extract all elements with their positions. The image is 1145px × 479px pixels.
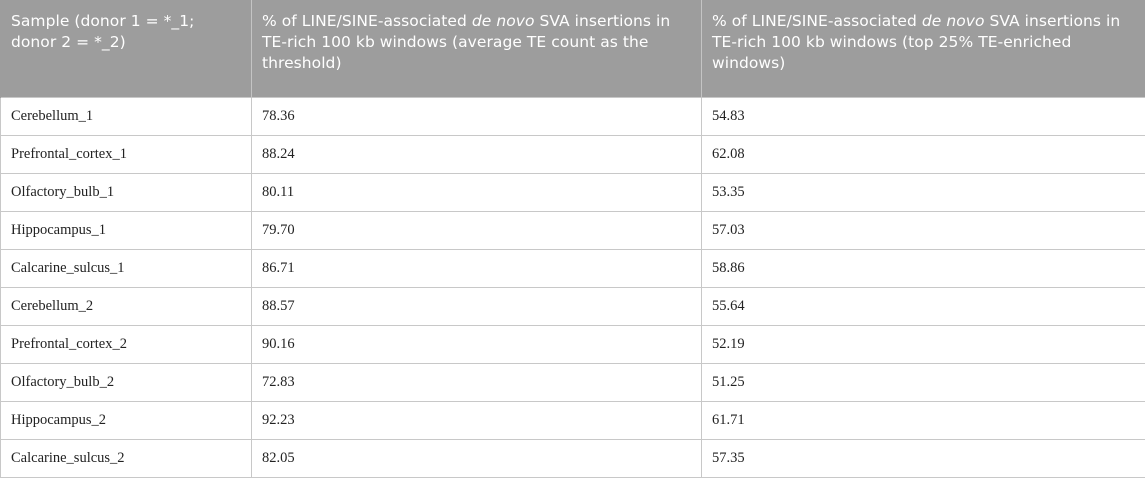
table-row: Calcarine_sulcus_2 82.05 57.35 [0, 438, 1145, 478]
cell-average-threshold: 92.23 [251, 400, 702, 440]
table-row: Hippocampus_2 92.23 61.71 [0, 400, 1145, 440]
table-row: Olfactory_bulb_2 72.83 51.25 [0, 362, 1145, 402]
column-header-sample: Sample (donor 1 = *_1; donor 2 = *_2) [0, 0, 252, 97]
cell-sample: Cerebellum_1 [0, 96, 252, 136]
table-row: Calcarine_sulcus_1 86.71 58.86 [0, 248, 1145, 288]
cell-top25-threshold: 53.35 [701, 172, 1145, 212]
cell-average-threshold: 82.05 [251, 438, 702, 478]
header-text: Sample (donor 1 = *_1; donor 2 = *_2) [11, 12, 195, 51]
cell-top25-threshold: 52.19 [701, 324, 1145, 364]
cell-average-threshold: 80.11 [251, 172, 702, 212]
cell-sample: Prefrontal_cortex_1 [0, 134, 252, 174]
cell-sample: Cerebellum_2 [0, 286, 252, 326]
cell-average-threshold: 79.70 [251, 210, 702, 250]
cell-top25-threshold: 62.08 [701, 134, 1145, 174]
table-body: Cerebellum_1 78.36 54.83 Prefrontal_cort… [0, 96, 1145, 478]
header-text-italic: de novo [921, 12, 985, 30]
column-header-top25-threshold: % of LINE/SINE-associated de novo SVA in… [701, 0, 1145, 97]
cell-average-threshold: 88.57 [251, 286, 702, 326]
cell-top25-threshold: 55.64 [701, 286, 1145, 326]
table-row: Prefrontal_cortex_1 88.24 62.08 [0, 134, 1145, 174]
cell-top25-threshold: 57.35 [701, 438, 1145, 478]
header-row: Sample (donor 1 = *_1; donor 2 = *_2) % … [0, 0, 1145, 97]
column-header-average-threshold: % of LINE/SINE-associated de novo SVA in… [251, 0, 702, 97]
cell-sample: Hippocampus_1 [0, 210, 252, 250]
cell-top25-threshold: 51.25 [701, 362, 1145, 402]
header-text-suffix: SVA insertions in TE-rich 100 kb windows… [262, 12, 671, 72]
header-text-prefix: % of LINE/SINE-associated [262, 12, 472, 30]
cell-sample: Hippocampus_2 [0, 400, 252, 440]
cell-average-threshold: 72.83 [251, 362, 702, 402]
cell-top25-threshold: 61.71 [701, 400, 1145, 440]
header-text-prefix: % of LINE/SINE-associated [712, 12, 922, 30]
cell-sample: Calcarine_sulcus_2 [0, 438, 252, 478]
table-header: Sample (donor 1 = *_1; donor 2 = *_2) % … [0, 0, 1145, 97]
cell-average-threshold: 86.71 [251, 248, 702, 288]
table-row: Prefrontal_cortex_2 90.16 52.19 [0, 324, 1145, 364]
table-row: Olfactory_bulb_1 80.11 53.35 [0, 172, 1145, 212]
cell-sample: Olfactory_bulb_2 [0, 362, 252, 402]
cell-top25-threshold: 57.03 [701, 210, 1145, 250]
header-text-italic: de novo [471, 12, 535, 30]
cell-sample: Olfactory_bulb_1 [0, 172, 252, 212]
table-row: Cerebellum_1 78.36 54.83 [0, 96, 1145, 136]
cell-top25-threshold: 58.86 [701, 248, 1145, 288]
header-text-suffix: SVA insertions in TE-rich 100 kb windows… [712, 12, 1121, 72]
cell-average-threshold: 90.16 [251, 324, 702, 364]
cell-sample: Prefrontal_cortex_2 [0, 324, 252, 364]
cell-average-threshold: 88.24 [251, 134, 702, 174]
cell-average-threshold: 78.36 [251, 96, 702, 136]
table-row: Cerebellum_2 88.57 55.64 [0, 286, 1145, 326]
cell-sample: Calcarine_sulcus_1 [0, 248, 252, 288]
cell-top25-threshold: 54.83 [701, 96, 1145, 136]
table-row: Hippocampus_1 79.70 57.03 [0, 210, 1145, 250]
